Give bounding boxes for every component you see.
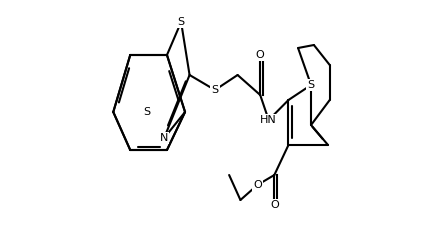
Text: N: N [160, 133, 168, 143]
Text: O: O [270, 200, 279, 210]
Text: O: O [256, 50, 264, 60]
Text: S: S [307, 80, 315, 90]
Text: O: O [253, 180, 262, 190]
Text: S: S [144, 107, 151, 117]
Text: S: S [212, 85, 218, 95]
Text: HN: HN [260, 115, 277, 125]
Text: S: S [178, 17, 184, 27]
